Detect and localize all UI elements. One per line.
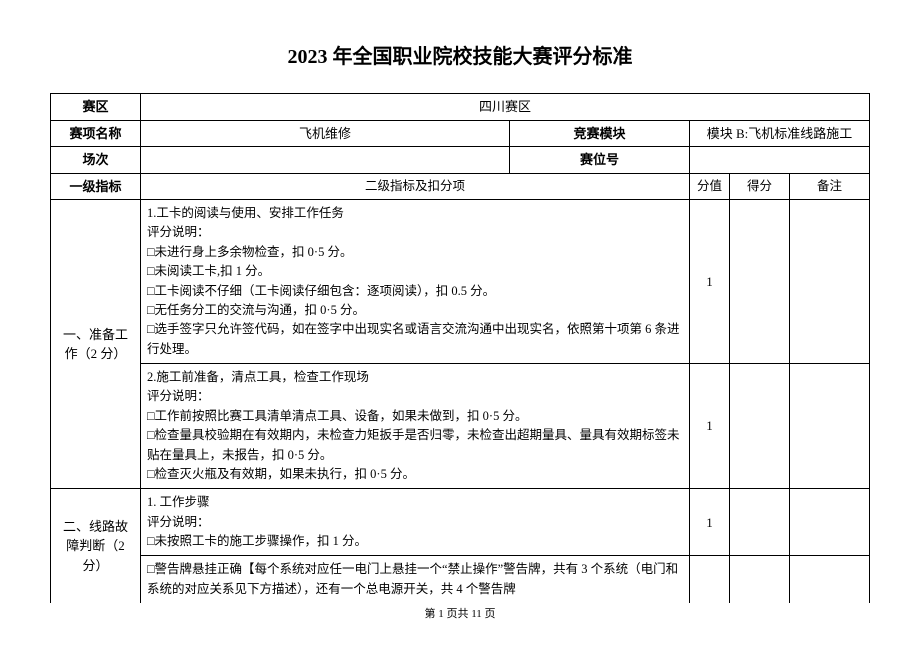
col-level1: 一级指标: [51, 173, 141, 200]
col-score-got: 得分: [729, 173, 789, 200]
item-title: 1. 工作步骤: [147, 495, 210, 509]
session-value: [141, 147, 510, 174]
item-body: 评分说明：□未进行身上多余物检查，扣 0·5 分。□未阅读工卡,扣 1 分。□工…: [147, 225, 680, 355]
score-got-cell: [729, 556, 789, 603]
note-cell: [789, 556, 869, 603]
column-header-row: 一级指标 二级指标及扣分项 分值 得分 备注: [51, 173, 870, 200]
page-title: 2023 年全国职业院校技能大赛评分标准: [50, 40, 870, 69]
score-cell: 1: [689, 364, 729, 489]
page-footer: 第 1 页共 11 页: [50, 605, 870, 621]
header-row-zone: 赛区 四川赛区: [51, 94, 870, 121]
scoring-table: 赛区 四川赛区 赛项名称 飞机维修 竞赛模块 模块 B:飞机标准线路施工 场次 …: [50, 93, 870, 603]
col-note: 备注: [789, 173, 869, 200]
group2-label: 二、线路故障判断（2 分）: [51, 489, 141, 603]
seat-label: 赛位号: [509, 147, 689, 174]
note-cell: [789, 489, 869, 556]
score-got-cell: [729, 364, 789, 489]
item-title: 2.施工前准备，清点工具，检查工作现场: [147, 370, 369, 384]
module-value: 模块 B:飞机标准线路施工: [689, 120, 869, 147]
event-value: 飞机维修: [141, 120, 510, 147]
item-body: □警告牌悬挂正确【每个系统对应任一电门上悬挂一个“禁止操作”警告牌，共有 3 个…: [147, 562, 678, 595]
note-cell: [789, 364, 869, 489]
group1-label: 一、准备工作（2 分）: [51, 200, 141, 489]
table-row: 一、准备工作（2 分） 1.工卡的阅读与使用、安排工作任务 评分说明：□未进行身…: [51, 200, 870, 364]
table-row: □警告牌悬挂正确【每个系统对应任一电门上悬挂一个“禁止操作”警告牌，共有 3 个…: [51, 556, 870, 603]
seat-value: [689, 147, 869, 174]
table-row: 二、线路故障判断（2 分） 1. 工作步骤 评分说明：□未按照工卡的施工步骤操作…: [51, 489, 870, 556]
item-title: 1.工卡的阅读与使用、安排工作任务: [147, 206, 344, 220]
note-cell: [789, 200, 869, 364]
score-cell: 1: [689, 489, 729, 556]
group1-item1: 1.工卡的阅读与使用、安排工作任务 评分说明：□未进行身上多余物检查，扣 0·5…: [141, 200, 690, 364]
score-cell: [689, 556, 729, 603]
event-label: 赛项名称: [51, 120, 141, 147]
group2-item1: 1. 工作步骤 评分说明：□未按照工卡的施工步骤操作，扣 1 分。: [141, 489, 690, 556]
header-row-session: 场次 赛位号: [51, 147, 870, 174]
score-got-cell: [729, 489, 789, 556]
col-score-max: 分值: [689, 173, 729, 200]
header-row-event: 赛项名称 飞机维修 竞赛模块 模块 B:飞机标准线路施工: [51, 120, 870, 147]
table-row: 2.施工前准备，清点工具，检查工作现场 评分说明：□工作前按照比赛工具清单清点工…: [51, 364, 870, 489]
module-label: 竞赛模块: [509, 120, 689, 147]
score-cell: 1: [689, 200, 729, 364]
session-label: 场次: [51, 147, 141, 174]
item-body: 评分说明：□未按照工卡的施工步骤操作，扣 1 分。: [147, 515, 367, 548]
score-got-cell: [729, 200, 789, 364]
item-body: 评分说明：□工作前按照比赛工具清单清点工具、设备，如果未做到，扣 0·5 分。□…: [147, 389, 680, 481]
zone-label: 赛区: [51, 94, 141, 121]
zone-value: 四川赛区: [141, 94, 870, 121]
group1-item2: 2.施工前准备，清点工具，检查工作现场 评分说明：□工作前按照比赛工具清单清点工…: [141, 364, 690, 489]
group2-item1-extra: □警告牌悬挂正确【每个系统对应任一电门上悬挂一个“禁止操作”警告牌，共有 3 个…: [141, 556, 690, 603]
col-level2: 二级指标及扣分项: [141, 173, 690, 200]
